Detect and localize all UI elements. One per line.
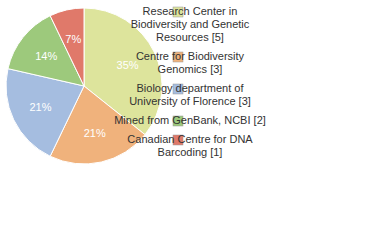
svg-text:Centre for BiodiversityGenomic: Centre for BiodiversityGenomics [3] [136,50,245,75]
svg-text:14%: 14% [35,50,57,62]
svg-text:Biology department ofUniversit: Biology department ofUniversity of Flore… [129,82,251,107]
svg-text:21%: 21% [29,101,51,113]
svg-text:Canadian Centre for DNABarcodi: Canadian Centre for DNABarcoding [1] [127,133,253,158]
svg-text:7%: 7% [65,33,81,45]
svg-text:Research Center inBiodiversity: Research Center inBiodiversity and Genet… [131,5,250,43]
svg-text:21%: 21% [84,127,106,139]
svg-text:Mined from GenBank, NCBI [2]: Mined from GenBank, NCBI [2] [114,114,266,126]
svg-text:35%: 35% [116,59,139,71]
